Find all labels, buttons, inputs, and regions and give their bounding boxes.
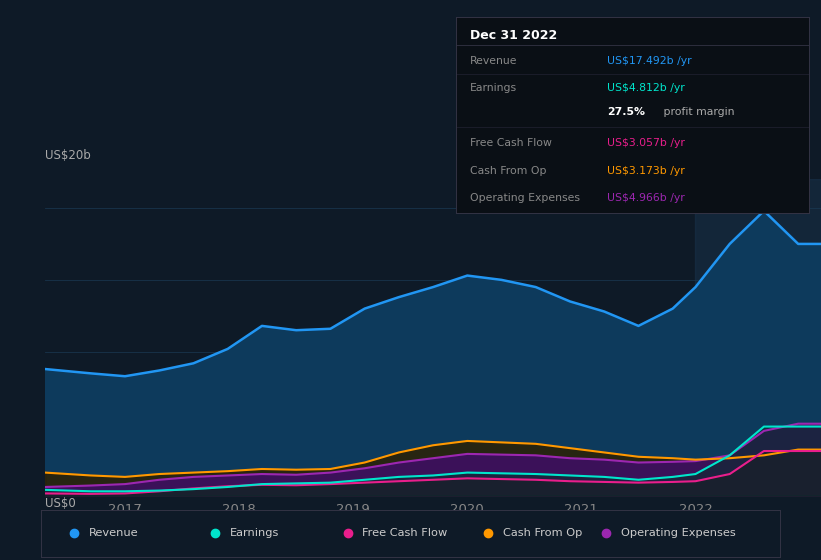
Text: US$17.492b /yr: US$17.492b /yr: [608, 56, 692, 66]
Text: Earnings: Earnings: [470, 83, 517, 94]
Text: US$4.812b /yr: US$4.812b /yr: [608, 83, 686, 94]
Text: US$3.173b /yr: US$3.173b /yr: [608, 166, 686, 176]
Text: Dec 31 2022: Dec 31 2022: [470, 29, 557, 41]
Text: Earnings: Earnings: [230, 529, 279, 538]
Text: Free Cash Flow: Free Cash Flow: [470, 138, 552, 148]
Text: Revenue: Revenue: [470, 56, 517, 66]
Text: Operating Expenses: Operating Expenses: [621, 529, 736, 538]
Text: Operating Expenses: Operating Expenses: [470, 193, 580, 203]
Text: Cash From Op: Cash From Op: [502, 529, 582, 538]
Text: Cash From Op: Cash From Op: [470, 166, 546, 176]
Text: Free Cash Flow: Free Cash Flow: [363, 529, 447, 538]
Text: profit margin: profit margin: [660, 107, 735, 117]
Text: US$3.057b /yr: US$3.057b /yr: [608, 138, 686, 148]
Text: 27.5%: 27.5%: [608, 107, 645, 117]
Text: Revenue: Revenue: [89, 529, 139, 538]
Text: US$20b: US$20b: [45, 149, 91, 162]
Text: US$0: US$0: [45, 497, 76, 510]
Bar: [695, 179, 821, 496]
Text: US$4.966b /yr: US$4.966b /yr: [608, 193, 686, 203]
